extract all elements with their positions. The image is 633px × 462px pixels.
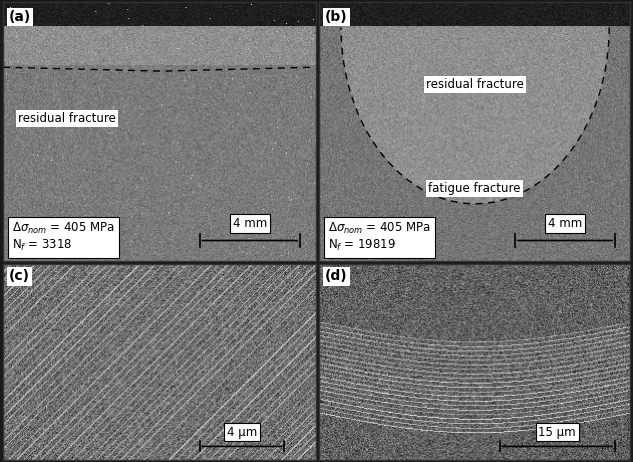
Text: 4 mm: 4 mm [233, 217, 267, 230]
Text: $\Delta\sigma_{nom}$ = 405 MPa
N$_f$ = 19819: $\Delta\sigma_{nom}$ = 405 MPa N$_f$ = 1… [328, 221, 431, 254]
Text: fatigue fracture: fatigue fracture [429, 182, 521, 195]
Text: (d): (d) [325, 269, 348, 284]
Text: residual fracture: residual fracture [18, 112, 116, 125]
Text: (b): (b) [325, 10, 348, 24]
Text: $\Delta\sigma_{nom}$ = 405 MPa
N$_f$ = 3318: $\Delta\sigma_{nom}$ = 405 MPa N$_f$ = 3… [12, 221, 115, 254]
Text: 15 μm: 15 μm [539, 426, 576, 438]
Text: residual fracture: residual fracture [425, 79, 523, 91]
Text: 4 μm: 4 μm [227, 426, 257, 438]
Text: (c): (c) [9, 269, 30, 284]
Text: 4 mm: 4 mm [548, 217, 582, 230]
Text: fatigue fracture: fatigue fracture [18, 226, 111, 239]
Text: (a): (a) [9, 10, 31, 24]
